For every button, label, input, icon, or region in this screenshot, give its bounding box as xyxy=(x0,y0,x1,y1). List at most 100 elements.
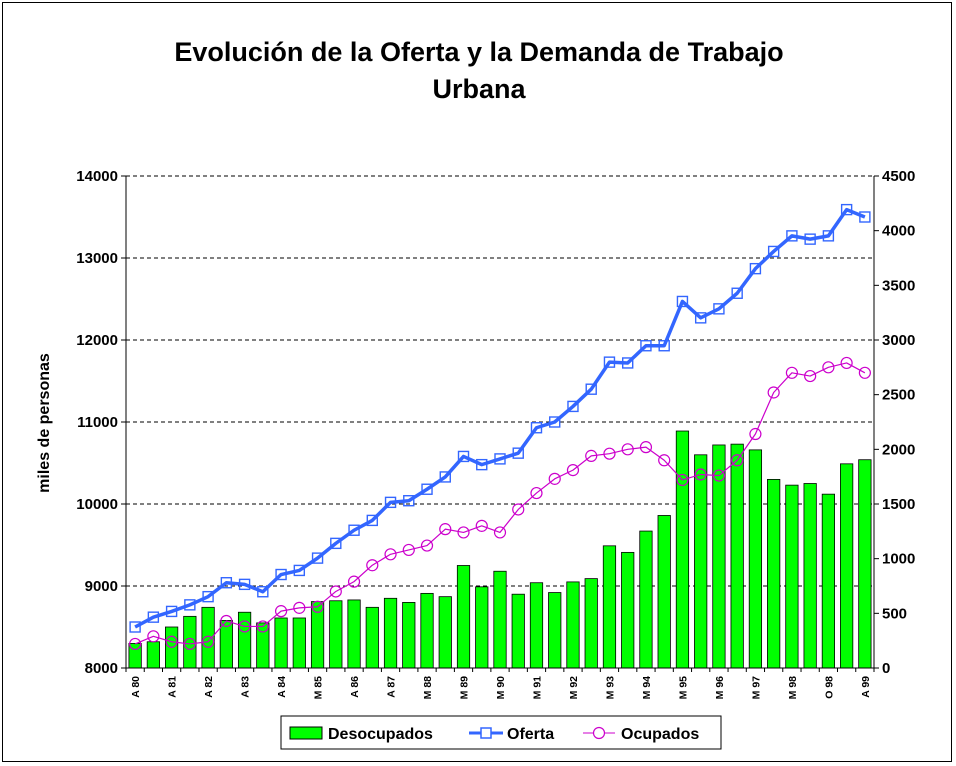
point-ocupados-8 xyxy=(274,605,288,618)
point-oferta-17 xyxy=(439,471,451,483)
point-oferta-39 xyxy=(840,203,853,216)
bar-desocupados-16 xyxy=(420,592,434,669)
right-tick-label-1500: 1500 xyxy=(882,496,915,513)
point-ocupados-39 xyxy=(840,356,853,370)
left-tick-label-9000: 9000 xyxy=(85,578,118,595)
point-oferta-19 xyxy=(476,458,488,471)
left-axis-ticks: 8000 9000 10000 11000 12000 13000 14000 xyxy=(76,168,126,677)
x-tick-label-16: M 88 xyxy=(422,676,434,700)
point-oferta-40 xyxy=(859,211,871,223)
chart-title-line-2: Urbana xyxy=(432,74,526,104)
bar-desocupados-8 xyxy=(274,617,288,669)
x-tick-label-34: M 97 xyxy=(750,676,762,700)
bar-desocupados-33 xyxy=(730,443,744,669)
point-ocupados-19 xyxy=(475,519,488,532)
point-ocupados-5 xyxy=(220,614,233,628)
bar-desocupados-22 xyxy=(529,582,544,669)
oferta-series xyxy=(129,203,871,633)
ocupados-series xyxy=(129,356,871,651)
point-ocupados-12 xyxy=(347,575,361,588)
point-oferta-35 xyxy=(767,245,780,258)
x-tick-label-38: O 98 xyxy=(823,676,835,699)
bar-desocupados-29 xyxy=(657,515,671,669)
right-axis-ticks: 0 500 1000 1500 2000 2500 3000 3500 4000 4500 xyxy=(874,168,915,677)
point-ocupados-16 xyxy=(420,539,434,552)
point-ocupados-1 xyxy=(147,630,160,643)
x-axis-ticks: A 80 A 81 A 82 A 83 A 84 M 85 A 86 A 87 M 88 M 89… xyxy=(125,668,875,700)
bar-desocupados-24 xyxy=(566,581,580,669)
point-oferta-24 xyxy=(567,400,579,413)
point-oferta-14 xyxy=(384,496,397,509)
point-oferta-26 xyxy=(603,356,616,368)
legend: Desocupados Oferta Ocupados xyxy=(280,715,722,750)
chart-title-line-1: Evolución de la Oferta y la Demanda de T… xyxy=(174,37,783,67)
point-ocupados-35 xyxy=(767,386,780,399)
point-oferta-30 xyxy=(676,295,689,308)
point-ocupados-10 xyxy=(311,600,324,613)
y-axis-label: miles de personas xyxy=(36,353,53,493)
right-tick-label-1000: 1000 xyxy=(882,551,915,568)
point-oferta-27 xyxy=(622,357,634,369)
x-tick-label-0: A 80 xyxy=(130,676,142,698)
point-ocupados-31 xyxy=(694,468,707,481)
bar-desocupados-25 xyxy=(584,578,598,669)
bar-desocupados-10 xyxy=(310,601,325,669)
right-tick-label-2000: 2000 xyxy=(882,441,915,458)
bar-desocupados-28 xyxy=(639,530,653,669)
x-tick-label-2: A 81 xyxy=(167,676,179,698)
left-tick-label-8000: 8000 xyxy=(85,660,118,677)
left-tick-label-12000: 12000 xyxy=(76,332,118,349)
point-oferta-2 xyxy=(165,605,178,618)
x-tick-label-20: M 90 xyxy=(495,676,507,700)
bar-desocupados-37 xyxy=(803,483,817,669)
point-oferta-3 xyxy=(184,599,196,611)
point-ocupados-15 xyxy=(402,543,415,557)
left-tick-label-10000: 10000 xyxy=(76,496,118,513)
point-ocupados-6 xyxy=(238,620,251,633)
bar-desocupados-5 xyxy=(219,620,233,669)
left-tick-label-14000: 14000 xyxy=(76,168,118,185)
point-oferta-8 xyxy=(275,568,287,581)
x-tick-label-26: M 93 xyxy=(604,676,616,700)
point-ocupados-36 xyxy=(785,366,799,379)
bar-desocupados-15 xyxy=(402,602,416,669)
point-oferta-5 xyxy=(220,577,233,589)
point-ocupados-4 xyxy=(201,635,215,648)
point-oferta-22 xyxy=(530,422,543,434)
point-ocupados-30 xyxy=(676,473,689,487)
x-tick-label-40: A 99 xyxy=(860,676,872,698)
bar-desocupados-31 xyxy=(694,454,708,669)
point-oferta-29 xyxy=(658,340,670,352)
point-oferta-28 xyxy=(640,340,652,352)
x-tick-label-6: A 83 xyxy=(240,676,252,698)
x-tick-label-32: M 96 xyxy=(714,676,726,700)
bar-desocupados-12 xyxy=(347,599,361,669)
point-ocupados-38 xyxy=(822,361,835,374)
x-tick-label-36: M 98 xyxy=(787,676,799,700)
point-oferta-15 xyxy=(403,495,415,507)
point-ocupados-17 xyxy=(439,523,452,536)
x-tick-label-10: M 85 xyxy=(313,676,325,700)
point-oferta-16 xyxy=(421,483,433,495)
point-oferta-25 xyxy=(585,383,597,395)
x-tick-label-12: A 86 xyxy=(349,676,361,698)
point-oferta-13 xyxy=(366,514,378,527)
point-ocupados-2 xyxy=(165,635,178,648)
legend-swatch-desocupados xyxy=(289,726,323,740)
point-oferta-34 xyxy=(749,262,762,275)
bar-desocupados-21 xyxy=(511,593,525,669)
point-ocupados-32 xyxy=(712,469,726,482)
point-ocupados-33 xyxy=(731,454,744,467)
bar-desocupados-38 xyxy=(821,493,835,669)
point-ocupados-25 xyxy=(585,449,598,462)
point-oferta-36 xyxy=(786,230,798,242)
point-ocupados-11 xyxy=(329,585,342,598)
point-ocupados-9 xyxy=(293,601,306,614)
point-ocupados-28 xyxy=(639,441,653,454)
point-oferta-33 xyxy=(731,287,743,299)
point-oferta-7 xyxy=(257,586,269,598)
point-ocupados-22 xyxy=(530,486,543,500)
right-tick-label-2500: 2500 xyxy=(882,387,915,404)
right-tick-label-3000: 3000 xyxy=(882,332,915,349)
